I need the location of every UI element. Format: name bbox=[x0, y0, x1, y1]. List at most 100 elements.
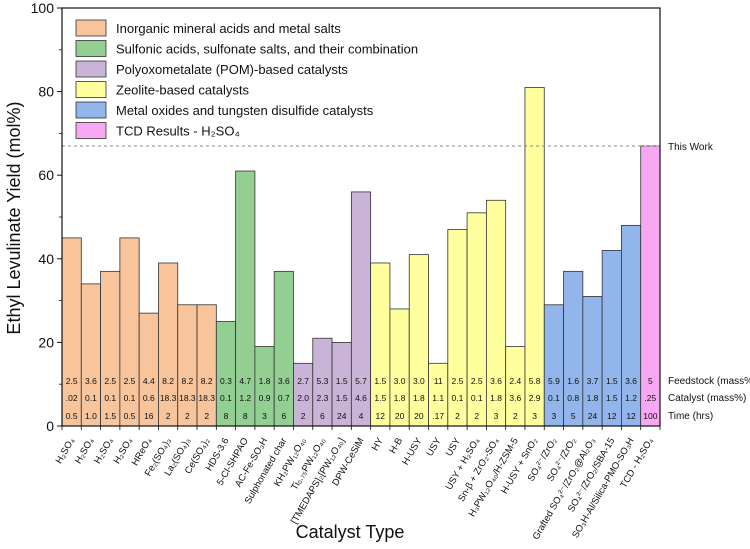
category-label-20: USY bbox=[424, 435, 444, 458]
row-feedstock-value: 8.2 bbox=[162, 376, 174, 386]
y-tick-label: 40 bbox=[38, 251, 54, 267]
row-catalyst-value: 0.8 bbox=[567, 393, 579, 403]
y-axis-title: Ethyl Levulinate Yield (mol%) bbox=[4, 101, 24, 334]
legend-label-5: Metal oxides and tungsten disulfide cata… bbox=[116, 103, 374, 118]
row-time-value: 3 bbox=[532, 411, 537, 421]
row-feedstock-value: 3.6 bbox=[278, 376, 290, 386]
legend-label-1: Inorganic mineral acids and metal salts bbox=[116, 21, 341, 36]
row-feedstock-value: 1.5 bbox=[336, 376, 348, 386]
row-feedstock-value: 5.7 bbox=[355, 376, 367, 386]
row-feedstock-value: 3.7 bbox=[587, 376, 599, 386]
reference-line-layer: This Work bbox=[62, 142, 714, 153]
row-feedstock-value: 5.9 bbox=[548, 376, 560, 386]
row-catalyst-value: 0.9 bbox=[259, 393, 271, 403]
row-catalyst-value: 0.1 bbox=[85, 393, 97, 403]
row-time-value: 12 bbox=[376, 411, 386, 421]
category-label-17: HY bbox=[370, 435, 386, 453]
row-time-value: 1.5 bbox=[104, 411, 116, 421]
row-feedstock-value: 3.0 bbox=[413, 376, 425, 386]
row-feedstock-value: 8.2 bbox=[201, 376, 213, 386]
row-time-value: 6 bbox=[320, 411, 325, 421]
row-feedstock-value: 2.5 bbox=[471, 376, 483, 386]
category-label-19: H-USY bbox=[400, 435, 425, 467]
row-feedstock-value: 8.2 bbox=[181, 376, 193, 386]
row-label-catalyst: Catalyst (mass%) bbox=[668, 393, 746, 404]
row-time-value: 2 bbox=[185, 411, 190, 421]
row-catalyst-value: 1.8 bbox=[413, 393, 425, 403]
row-time-value: 3 bbox=[262, 411, 267, 421]
row-feedstock-value: 1.5 bbox=[606, 376, 618, 386]
row-catalyst-value: 1.5 bbox=[606, 393, 618, 403]
row-catalyst-value: 1.8 bbox=[587, 393, 599, 403]
row-time-value: 2 bbox=[301, 411, 306, 421]
row-catalyst-value: 1.1 bbox=[432, 393, 444, 403]
row-time-value: 3 bbox=[552, 411, 557, 421]
legend-swatch-5 bbox=[75, 101, 107, 119]
bar-8 bbox=[196, 304, 217, 427]
table-rows-layer: 2.5 3.6 2.5 2.5 4.4 8.2 8.2 8.2 0.3 4.7 1.8 3.6 2.7 5… bbox=[66, 376, 750, 422]
row-feedstock-value: 4.7 bbox=[239, 376, 251, 386]
row-time-value: 100 bbox=[643, 411, 657, 421]
row-catalyst-value: 1.5 bbox=[336, 393, 348, 403]
row-feedstock-value: 1.6 bbox=[567, 376, 579, 386]
row-time-value: 2 bbox=[204, 411, 209, 421]
row-catalyst-value: 1.5 bbox=[374, 393, 386, 403]
row-catalyst-value: 0.1 bbox=[471, 393, 483, 403]
row-catalyst-value: 0.1 bbox=[124, 393, 136, 403]
row-feedstock-value: 5 bbox=[648, 376, 653, 386]
row-time-value: 12 bbox=[626, 411, 636, 421]
legend-label-2: Sulfonic acids, sulfonate salts, and the… bbox=[116, 42, 418, 57]
y-tick-label: 0 bbox=[46, 418, 54, 434]
row-catalyst-value: 1.8 bbox=[394, 393, 406, 403]
row-catalyst-value: 0.1 bbox=[452, 393, 464, 403]
y-tick-label: 80 bbox=[38, 84, 54, 100]
row-feedstock-value: 3.6 bbox=[625, 376, 637, 386]
row-time-value: 16 bbox=[144, 411, 154, 421]
row-feedstock-value: 2.5 bbox=[452, 376, 464, 386]
row-feedstock-value: 2.5 bbox=[104, 376, 116, 386]
bar-28 bbox=[582, 296, 603, 427]
row-time-value: 12 bbox=[607, 411, 617, 421]
row-feedstock-value: 11 bbox=[434, 376, 443, 386]
bar-18 bbox=[389, 308, 410, 427]
y-tick-label: 20 bbox=[38, 334, 54, 350]
row-time-value: 5 bbox=[571, 411, 576, 421]
reference-line-label: This Work bbox=[668, 142, 714, 153]
legend-label-4: Zeolite-based catalysts bbox=[116, 83, 249, 98]
row-catalyst-value: 0.6 bbox=[143, 393, 155, 403]
bar-16 bbox=[350, 191, 372, 427]
row-catalyst-value: 0.1 bbox=[220, 393, 232, 403]
row-feedstock-value: 3.6 bbox=[490, 376, 502, 386]
legend-swatch-2 bbox=[75, 40, 107, 57]
row-time-value: 4 bbox=[359, 411, 364, 421]
row-time-value: 2 bbox=[166, 411, 171, 421]
legend-label-3: Polyoxometalate (POM)-based catalysts bbox=[116, 62, 348, 77]
row-catalyst-value: 1.2 bbox=[625, 393, 637, 403]
row-time-value: 0.5 bbox=[124, 411, 136, 421]
bar-26 bbox=[543, 304, 564, 427]
row-catalyst-value: 2.3 bbox=[317, 393, 329, 403]
row-time-value: 24 bbox=[588, 411, 598, 421]
row-catalyst-value: 3.6 bbox=[509, 393, 521, 403]
row-feedstock-value: 2.5 bbox=[66, 376, 78, 386]
row-time-value: 2 bbox=[474, 411, 479, 421]
row-feedstock-value: 4.4 bbox=[143, 376, 155, 386]
row-time-value: 2 bbox=[455, 411, 460, 421]
row-feedstock-value: 2.5 bbox=[124, 376, 136, 386]
row-feedstock-value: 5.3 bbox=[317, 376, 329, 386]
axes-layer: 0 20 40 60 80 100 bbox=[31, 0, 661, 434]
row-feedstock-value: 2.7 bbox=[297, 376, 309, 386]
row-feedstock-value: 3.6 bbox=[85, 376, 97, 386]
y-tick-label: 60 bbox=[38, 167, 54, 183]
bar-7 bbox=[177, 304, 198, 427]
row-feedstock-value: 1.8 bbox=[259, 376, 271, 386]
row-feedstock-value: 2.4 bbox=[509, 376, 521, 386]
row-time-value: 8 bbox=[224, 411, 229, 421]
legend-swatch-4 bbox=[75, 81, 107, 98]
row-catalyst-value: 1.2 bbox=[239, 393, 251, 403]
row-label-time: Time (hrs) bbox=[668, 411, 713, 422]
row-time-value: 20 bbox=[395, 411, 405, 421]
row-time-value: 3 bbox=[494, 411, 499, 421]
legend: Inorganic mineral acids and metal salts S… bbox=[75, 19, 418, 139]
